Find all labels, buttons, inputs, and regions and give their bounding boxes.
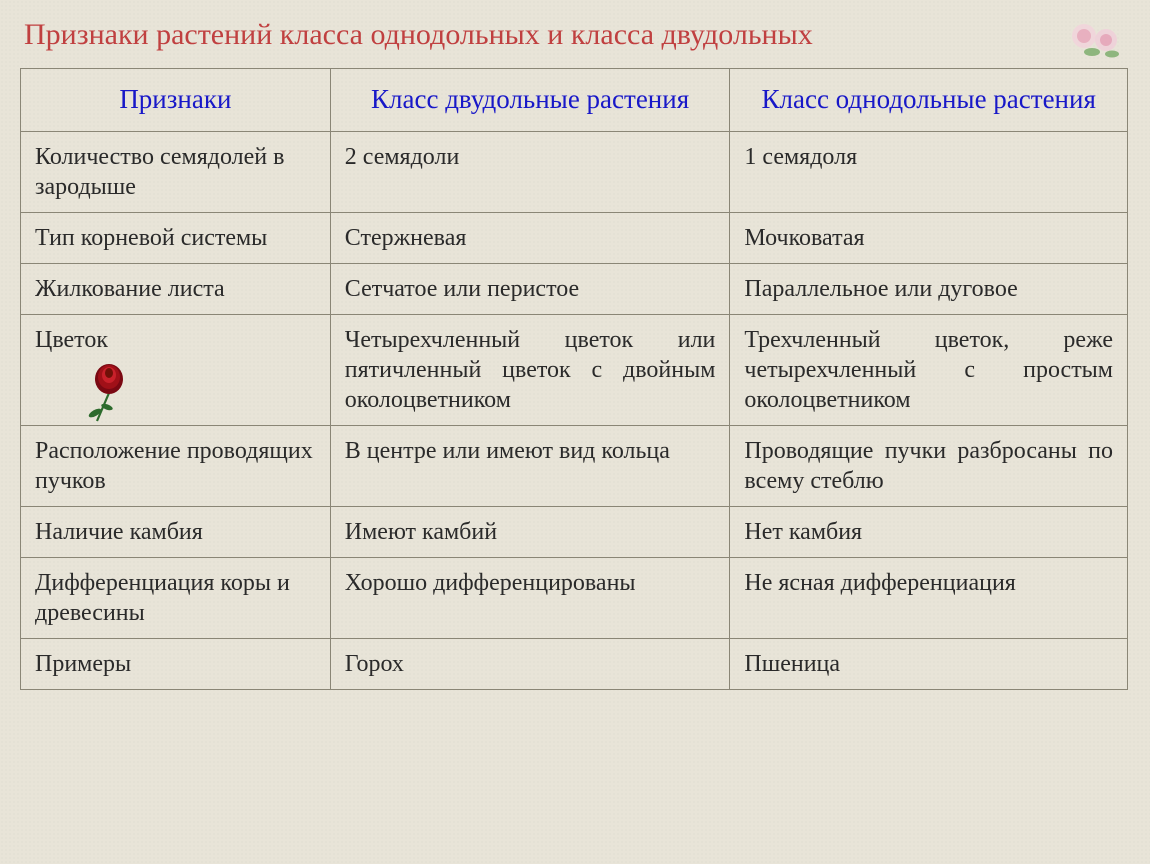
header-dvudolnye: Класс двудольные растения xyxy=(330,69,730,132)
table-cell: Жилкование листа xyxy=(21,263,331,314)
table-cell: Имеют камбий xyxy=(330,506,730,557)
table-row: ПримерыГорохПшеница xyxy=(21,638,1128,689)
table-cell: Стержневая xyxy=(330,212,730,263)
table-cell: 2 семядоли xyxy=(330,131,730,212)
table-cell: Тип корневой системы xyxy=(21,212,331,263)
table-cell: Цветок xyxy=(21,314,331,425)
table-cell: Наличие камбия xyxy=(21,506,331,557)
page-title: Признаки растений класса однодольных и к… xyxy=(0,0,1150,62)
table-cell: Количество семядолей в зародыше xyxy=(21,131,331,212)
table-row: Наличие камбияИмеют камбийНет камбия xyxy=(21,506,1128,557)
table-cell: Нет камбия xyxy=(730,506,1128,557)
table-cell: Мочковатая xyxy=(730,212,1128,263)
table-cell: Горох xyxy=(330,638,730,689)
table-cell: В центре или имеют вид кольца xyxy=(330,425,730,506)
table-cell: Четырехчленный цветок или пятичленный цв… xyxy=(330,314,730,425)
table-row: Жилкование листаСетчатое или перистоеПар… xyxy=(21,263,1128,314)
table-row: Количество семядолей в зародыше2 семядол… xyxy=(21,131,1128,212)
table-cell: Примеры xyxy=(21,638,331,689)
table-cell: Сетчатое или перистое xyxy=(330,263,730,314)
header-priznaki: Признаки xyxy=(21,69,331,132)
table-header-row: Признаки Класс двудольные растения Класс… xyxy=(21,69,1128,132)
rose-icon xyxy=(79,359,139,437)
table-row: ЦветокЧетырехчленный цветок или пятичлен… xyxy=(21,314,1128,425)
table-row: Тип корневой системыСтержневаяМочковатая xyxy=(21,212,1128,263)
table-row: Расположение проводящих пучковВ центре и… xyxy=(21,425,1128,506)
header-odnodolnye: Класс однодольные растения xyxy=(730,69,1128,132)
table-cell: Проводящие пучки разбросаны по всему сте… xyxy=(730,425,1128,506)
table-row: Дифференциация коры и древесиныХорошо ди… xyxy=(21,557,1128,638)
table-cell: Параллельное или дуговое xyxy=(730,263,1128,314)
corner-flowers-icon xyxy=(1062,12,1132,62)
table-cell: 1 семядоля xyxy=(730,131,1128,212)
table-cell: Трехчленный цветок, реже четырехчленный … xyxy=(730,314,1128,425)
comparison-table: Признаки Класс двудольные растения Класс… xyxy=(20,68,1128,690)
table-cell: Пшеница xyxy=(730,638,1128,689)
table-cell: Не ясная дифференциация xyxy=(730,557,1128,638)
table-cell: Дифференциация коры и древесины xyxy=(21,557,331,638)
table-cell: Хорошо дифференцированы xyxy=(330,557,730,638)
table-cell: Расположение проводящих пучков xyxy=(21,425,331,506)
